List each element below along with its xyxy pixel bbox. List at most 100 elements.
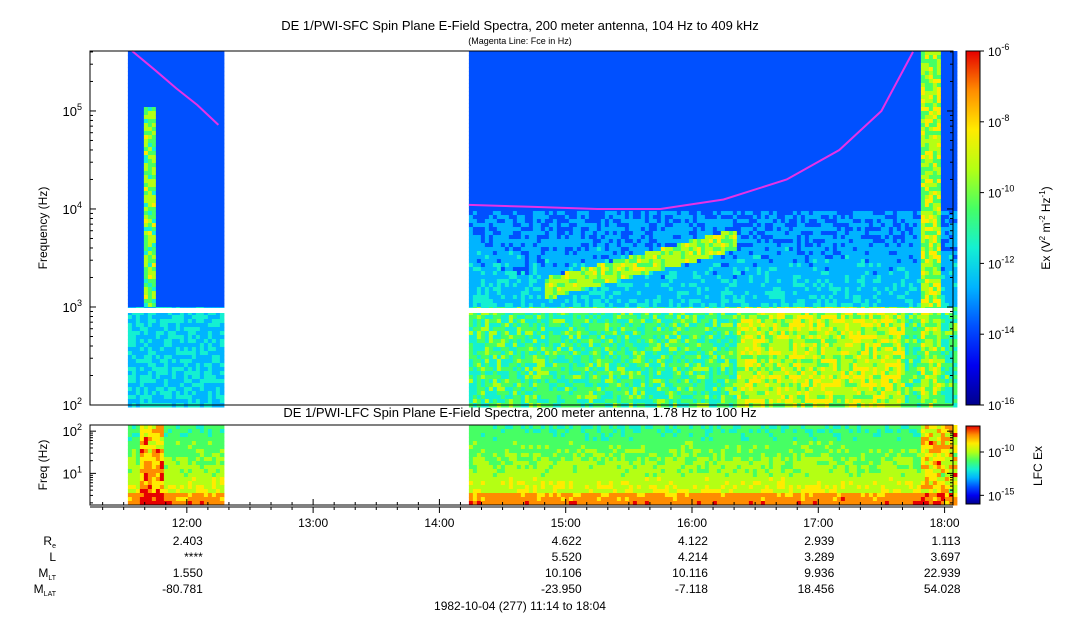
sfc-spectrogram-cell <box>552 379 558 384</box>
sfc-spectrogram-cell <box>568 159 574 164</box>
sfc-spectrogram-cell <box>484 279 490 284</box>
sfc-spectrogram-cell <box>476 335 482 340</box>
sfc-spectrogram-cell <box>127 371 133 376</box>
sfc-spectrogram-cell <box>508 83 514 88</box>
sfc-spectrogram-cell <box>528 323 534 328</box>
sfc-spectrogram-cell <box>512 75 518 80</box>
sfc-spectrogram-cell <box>576 191 582 196</box>
sfc-spectrogram-cell <box>472 119 478 124</box>
sfc-spectrogram-cell <box>532 183 538 188</box>
sfc-spectrogram-cell <box>211 87 217 92</box>
sfc-spectrogram-cell <box>191 191 197 196</box>
sfc-spectrogram-cell <box>508 155 514 160</box>
sfc-spectrogram-cell <box>548 171 554 176</box>
sfc-spectrogram-cell <box>219 211 225 216</box>
sfc-spectrogram-cell <box>588 215 594 220</box>
sfc-spectrogram-cell <box>207 183 213 188</box>
sfc-spectrogram-cell <box>179 391 185 396</box>
sfc-spectrogram-cell <box>183 379 189 384</box>
sfc-spectrogram-cell <box>219 55 225 60</box>
sfc-spectrogram-cell <box>524 207 530 212</box>
sfc-spectrogram-cell <box>572 239 578 244</box>
sfc-spectrogram-cell <box>179 95 185 100</box>
sfc-spectrogram-cell <box>508 215 514 220</box>
sfc-spectrogram-cell <box>175 203 181 208</box>
sfc-spectrogram-cell <box>163 51 169 56</box>
sfc-spectrogram-cell <box>504 235 510 240</box>
sfc-spectrogram-cell <box>151 387 157 392</box>
sfc-spectrogram-cell <box>496 171 502 176</box>
sfc-spectrogram-cell <box>195 271 201 276</box>
sfc-spectrogram-cell <box>536 51 542 56</box>
sfc-spectrogram-cell <box>548 295 554 300</box>
sfc-spectrogram-cell <box>468 163 474 168</box>
sfc-spectrogram-cell <box>560 291 566 296</box>
sfc-spectrogram-cell <box>548 79 554 84</box>
sfc-spectrogram-cell <box>500 147 506 152</box>
sfc-spectrogram-cell <box>163 127 169 132</box>
sfc-spectrogram-cell <box>488 235 494 240</box>
sfc-spectrogram-cell <box>564 91 570 96</box>
sfc-spectrogram-cell <box>488 139 494 144</box>
sfc-spectrogram-cell <box>207 175 213 180</box>
sfc-spectrogram-cell <box>584 299 590 304</box>
sfc-spectrogram-cell <box>592 235 598 240</box>
sfc-spectrogram-cell <box>484 379 490 384</box>
sfc-spectrogram-cell <box>492 315 498 320</box>
sfc-spectrogram-cell <box>179 203 185 208</box>
sfc-spectrogram-cell <box>163 315 169 320</box>
sfc-spectrogram-cell <box>151 179 157 184</box>
sfc-spectrogram-cell <box>548 279 554 284</box>
sfc-spectrogram-cell <box>147 123 153 128</box>
sfc-spectrogram-cell <box>219 395 225 400</box>
sfc-spectrogram-cell <box>143 291 149 296</box>
sfc-spectrogram-cell <box>508 295 514 300</box>
sfc-spectrogram-cell <box>468 239 474 244</box>
sfc-spectrogram-cell <box>191 379 197 384</box>
sfc-spectrogram-cell <box>524 211 530 216</box>
sfc-spectrogram-cell <box>488 227 494 232</box>
sfc-spectrogram-cell <box>199 347 205 352</box>
sfc-spectrogram-cell <box>580 203 586 208</box>
sfc-spectrogram-cell <box>159 271 165 276</box>
sfc-spectrogram-cell <box>163 167 169 172</box>
sfc-spectrogram-cell <box>544 287 550 292</box>
sfc-spectrogram-cell <box>183 147 189 152</box>
sfc-spectrogram-cell <box>151 371 157 376</box>
sfc-spectrogram-cell <box>520 387 526 392</box>
sfc-spectrogram-cell <box>540 247 546 252</box>
sfc-spectrogram-cell <box>139 255 145 260</box>
sfc-spectrogram-cell <box>480 211 486 216</box>
sfc-spectrogram-cell <box>207 359 213 364</box>
sfc-spectrogram-cell <box>556 87 562 92</box>
sfc-spectrogram-cell <box>544 399 550 404</box>
sfc-spectrogram-cell <box>552 179 558 184</box>
sfc-spectrogram-cell <box>215 167 221 172</box>
sfc-spectrogram-cell <box>568 199 574 204</box>
sfc-spectrogram-cell <box>512 175 518 180</box>
sfc-spectrogram-cell <box>131 103 137 108</box>
sfc-spectrogram-cell <box>480 355 486 360</box>
sfc-spectrogram-cell <box>512 151 518 156</box>
sfc-spectrogram-cell <box>528 331 534 336</box>
sfc-spectrogram-cell <box>496 255 502 260</box>
sfc-spectrogram-cell <box>520 295 526 300</box>
sfc-spectrogram-cell <box>127 395 133 400</box>
sfc-spectrogram-cell <box>536 259 542 264</box>
sfc-spectrogram-cell <box>135 235 141 240</box>
sfc-spectrogram-cell <box>568 387 574 392</box>
sfc-spectrogram-cell <box>191 59 197 64</box>
sfc-spectrogram-cell <box>500 295 506 300</box>
sfc-spectrogram-cell <box>472 207 478 212</box>
sfc-spectrogram-cell <box>504 347 510 352</box>
sfc-spectrogram-cell <box>592 359 598 364</box>
sfc-spectrogram-cell <box>496 83 502 88</box>
sfc-spectrogram-cell <box>520 271 526 276</box>
sfc-spectrogram-cell <box>484 235 490 240</box>
sfc-spectrogram-cell <box>576 239 582 244</box>
sfc-spectrogram-cell <box>480 275 486 280</box>
sfc-spectrogram-cell <box>476 139 482 144</box>
sfc-spectrogram-cell <box>544 219 550 224</box>
sfc-spectrogram-cell <box>488 219 494 224</box>
sfc-spectrogram-cell <box>516 259 522 264</box>
